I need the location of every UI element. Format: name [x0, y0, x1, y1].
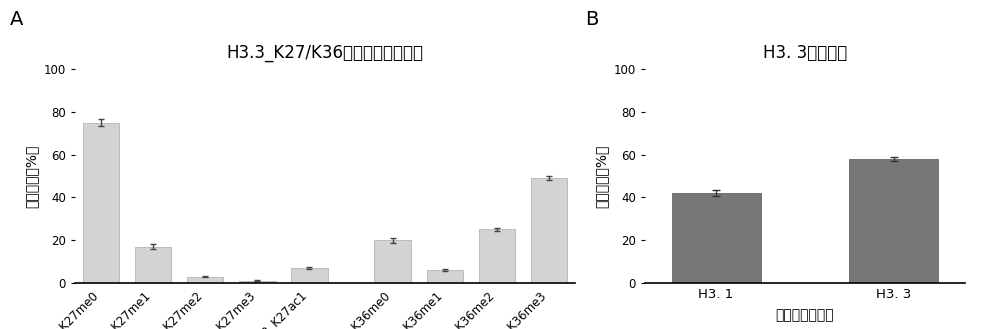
Title: H3. 3含量分析: H3. 3含量分析: [763, 44, 847, 62]
Text: B: B: [585, 10, 598, 29]
Bar: [849, 159, 938, 283]
Bar: [672, 193, 761, 283]
Y-axis label: 相对含量（%）: 相对含量（%）: [24, 144, 38, 208]
Bar: [83, 122, 119, 283]
Text: A: A: [10, 10, 23, 29]
Y-axis label: 相对含量（%）: 相对含量（%）: [594, 144, 608, 208]
Title: H3.3_K27/K36位点修饰定量分析: H3.3_K27/K36位点修饰定量分析: [226, 44, 424, 62]
Bar: [374, 240, 411, 283]
Bar: [531, 178, 567, 283]
Bar: [239, 281, 276, 283]
X-axis label: 组蛋白变体类型: 组蛋白变体类型: [776, 308, 834, 322]
Bar: [291, 268, 328, 283]
Bar: [427, 270, 463, 283]
Bar: [135, 247, 171, 283]
Bar: [187, 276, 223, 283]
Bar: [479, 230, 515, 283]
